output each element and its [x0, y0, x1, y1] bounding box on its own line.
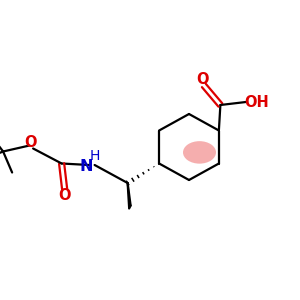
Text: O: O	[58, 188, 71, 203]
Text: OH: OH	[244, 94, 269, 110]
Text: O: O	[196, 72, 208, 87]
Text: H: H	[89, 149, 100, 164]
Text: N: N	[80, 159, 93, 174]
Text: O: O	[24, 135, 36, 150]
Ellipse shape	[183, 141, 216, 164]
